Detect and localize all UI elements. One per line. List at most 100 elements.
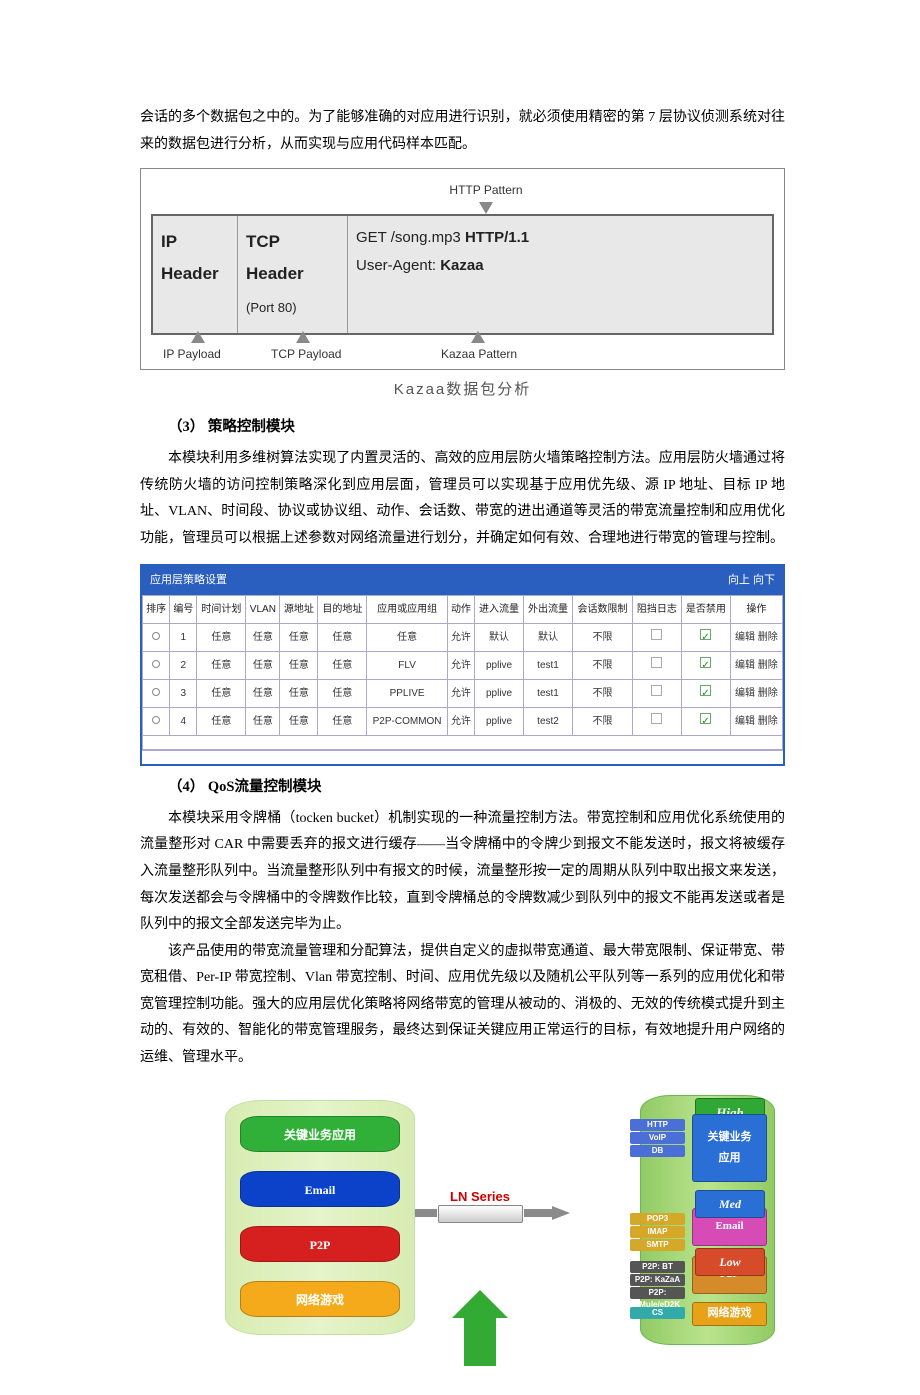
kazaa-pattern-label: Kazaa Pattern [441, 343, 517, 366]
section-4-p2: 该产品使用的带宽流量管理和分配算法，提供自定义的虚拟带宽通道、最大带宽限制、保证… [140, 939, 785, 1072]
act-cell: 允许 [447, 624, 474, 652]
table-row: 2任意任意任意任意FLV允许pplivetest1不限编辑 删除 [143, 652, 783, 680]
radio-cell[interactable] [143, 624, 170, 652]
arrow-right-icon [552, 1206, 570, 1220]
app-cell: P2P-COMMON [367, 708, 447, 736]
proto-pill: SMTP [630, 1239, 685, 1251]
ip-payload-label: IP Payload [163, 343, 221, 366]
out-cell: test2 [524, 708, 573, 736]
table-header: 编号 [170, 596, 197, 624]
proto-stack: HTTPVoIPDB [630, 1118, 685, 1158]
radio-cell[interactable] [143, 708, 170, 736]
log-cell[interactable] [632, 652, 681, 680]
table-header: VLAN [246, 596, 280, 624]
op-cell[interactable]: 编辑 删除 [730, 680, 782, 708]
policy-nav[interactable]: 向上 向下 [728, 570, 775, 591]
prio-low: Low [695, 1248, 765, 1277]
left-pipe: P2P [240, 1226, 400, 1262]
green-arrow-body [464, 1316, 496, 1366]
blank-row [143, 736, 783, 750]
vlan-cell: 任意 [246, 680, 280, 708]
table-header: 时间计划 [197, 596, 246, 624]
left-pipe: 网络游戏 [240, 1281, 400, 1317]
op-cell[interactable]: 编辑 删除 [730, 708, 782, 736]
table-header: 源地址 [280, 596, 318, 624]
log-cell[interactable] [632, 624, 681, 652]
bottom-labels: IP Payload TCP Payload Kazaa Pattern [151, 335, 774, 365]
act-cell: 允许 [447, 652, 474, 680]
in-cell: pplive [475, 680, 524, 708]
section-3-heading: （3） 策略控制模块 [168, 414, 785, 442]
proto-stack: P2P: BTP2P: KaZaAP2P: eMule/eD2K [630, 1260, 685, 1300]
arrow-up-icon [296, 331, 310, 343]
op-cell[interactable]: 编辑 删除 [730, 652, 782, 680]
plan-cell: 任意 [197, 708, 246, 736]
log-cell[interactable] [632, 680, 681, 708]
proto-pill: POP3 [630, 1213, 685, 1225]
src-cell: 任意 [280, 708, 318, 736]
right-app-box: 网络游戏 [692, 1302, 767, 1326]
proto-stack: CS [630, 1306, 685, 1320]
radio-cell[interactable] [143, 680, 170, 708]
op-cell[interactable]: 编辑 删除 [730, 624, 782, 652]
in-cell: pplive [475, 708, 524, 736]
src-cell: 任意 [280, 624, 318, 652]
arrow-up-icon [471, 331, 485, 343]
device-icon [438, 1205, 523, 1223]
plan-cell: 任意 [197, 680, 246, 708]
table-header: 排序 [143, 596, 170, 624]
disable-cell[interactable] [681, 652, 730, 680]
disable-cell[interactable] [681, 680, 730, 708]
disable-cell[interactable] [681, 708, 730, 736]
arrow-tail [415, 1209, 437, 1217]
src-cell: 任意 [280, 652, 318, 680]
proto-stack: POP3IMAPSMTP [630, 1212, 685, 1252]
qos-diagram: 关键业务应用EmailP2P网络游戏 LN Series HighHTTPVoI… [140, 1090, 785, 1365]
tcp-header-cell: TCPHeader(Port 80) [238, 216, 348, 333]
table-header: 应用或应用组 [367, 596, 447, 624]
section-4-heading: （4） QoS流量控制模块 [168, 774, 785, 802]
vlan-cell: 任意 [246, 708, 280, 736]
disable-cell[interactable] [681, 624, 730, 652]
log-cell[interactable] [632, 708, 681, 736]
dst-cell: 任意 [318, 652, 367, 680]
id-cell: 2 [170, 652, 197, 680]
table-header: 目的地址 [318, 596, 367, 624]
kazaa-diagram: HTTP Pattern IPHeader TCPHeader(Port 80)… [140, 168, 785, 370]
section-3-paragraph: 本模块利用多维树算法实现了内置灵活的、高效的应用层防火墙策略控制方法。应用层防火… [140, 446, 785, 552]
vlan-cell: 任意 [246, 652, 280, 680]
act-cell: 允许 [447, 680, 474, 708]
app-cell: PPLIVE [367, 680, 447, 708]
proto-pill: IMAP [630, 1226, 685, 1238]
dst-cell: 任意 [318, 680, 367, 708]
in-cell: pplive [475, 652, 524, 680]
proto-pill: HTTP [630, 1119, 685, 1131]
id-cell: 3 [170, 680, 197, 708]
table-row: 1任意任意任意任意任意允许默认默认不限编辑 删除 [143, 624, 783, 652]
proto-pill: P2P: eMule/eD2K [630, 1287, 685, 1299]
src-cell: 任意 [280, 680, 318, 708]
table-header: 进入流量 [475, 596, 524, 624]
sess-cell: 不限 [573, 708, 633, 736]
proto-pill: CS [630, 1307, 685, 1319]
kazaa-caption: Kazaa数据包分析 [140, 376, 785, 405]
plan-cell: 任意 [197, 652, 246, 680]
out-cell: test1 [524, 680, 573, 708]
section-4-p1: 本模块采用令牌桶（tocken bucket）机制实现的一种流量控制方法。带宽控… [140, 806, 785, 939]
policy-title: 应用层策略设置 [150, 570, 227, 591]
proto-pill: P2P: KaZaA [630, 1274, 685, 1286]
table-header: 阻挡日志 [632, 596, 681, 624]
http-content-cell: GET /song.mp3 HTTP/1.1 User-Agent: Kazaa [348, 216, 772, 333]
id-cell: 4 [170, 708, 197, 736]
sess-cell: 不限 [573, 680, 633, 708]
arrow-up-icon [191, 331, 205, 343]
table-header: 操作 [730, 596, 782, 624]
arrow-down-icon [479, 202, 493, 214]
plan-cell: 任意 [197, 624, 246, 652]
table-row: 4任意任意任意任意P2P-COMMON允许pplivetest2不限编辑 删除 [143, 708, 783, 736]
dst-cell: 任意 [318, 624, 367, 652]
intro-paragraph: 会话的多个数据包之中的。为了能够准确的对应用进行识别，就必须使用精密的第 7 层… [140, 105, 785, 158]
table-header: 是否禁用 [681, 596, 730, 624]
radio-cell[interactable] [143, 652, 170, 680]
table-header: 会话数限制 [573, 596, 633, 624]
